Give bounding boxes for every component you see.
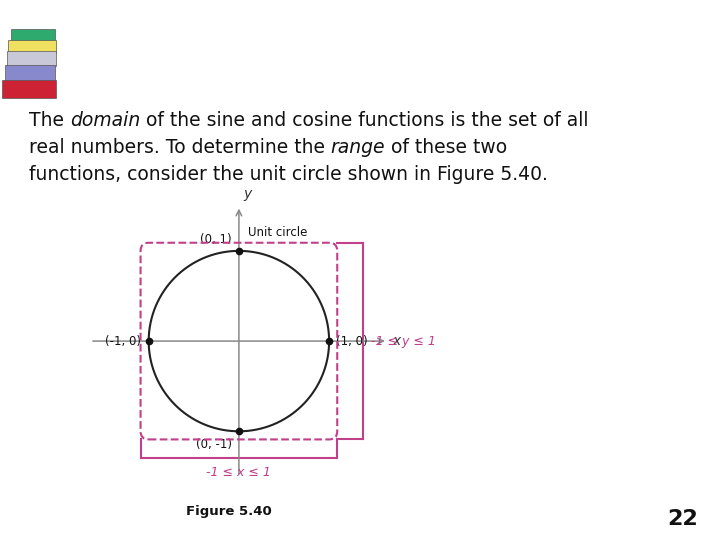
Text: (0, -1): (0, -1) (196, 438, 232, 451)
Text: (1, 0): (1, 0) (336, 335, 368, 348)
Text: The: The (29, 111, 70, 130)
Text: Unit circle: Unit circle (248, 226, 307, 239)
Bar (12, 29, 55, 42)
Bar (5, 65, 55, 81)
Text: 22: 22 (667, 509, 698, 529)
Text: -1 ≤ y ≤ 1: -1 ≤ y ≤ 1 (371, 335, 436, 348)
Text: real numbers. To determine the: real numbers. To determine the (29, 138, 330, 157)
Text: of the sine and cosine functions is the set of all: of the sine and cosine functions is the … (140, 111, 588, 130)
Text: Trigonometric Functions of Real Numbers: Trigonometric Functions of Real Numbers (54, 30, 670, 56)
Text: (-1, 0): (-1, 0) (105, 335, 141, 348)
Bar (7, 51, 56, 66)
Bar (2, 80, 56, 98)
Text: y: y (243, 187, 252, 201)
Text: Figure 5.40: Figure 5.40 (186, 505, 272, 518)
Bar (9, 40, 56, 52)
Text: domain: domain (70, 111, 140, 130)
Text: -1 ≤ x ≤ 1: -1 ≤ x ≤ 1 (207, 465, 271, 478)
Text: (0, 1): (0, 1) (200, 233, 232, 246)
Text: range: range (330, 138, 385, 157)
Text: functions, consider the unit circle shown in Figure 5.40.: functions, consider the unit circle show… (29, 165, 548, 184)
Text: x: x (392, 334, 400, 348)
Text: of these two: of these two (385, 138, 508, 157)
